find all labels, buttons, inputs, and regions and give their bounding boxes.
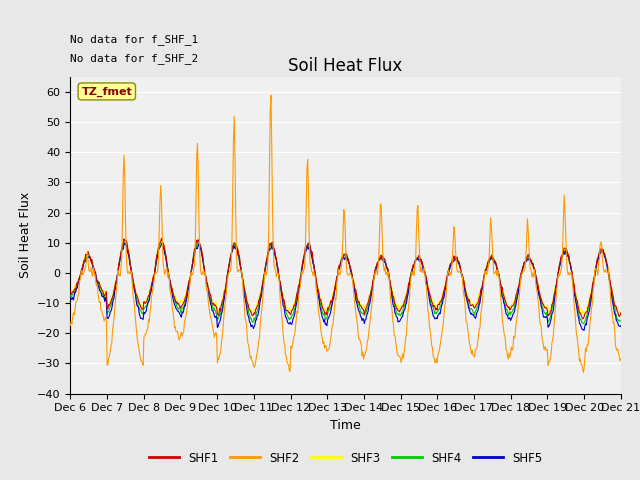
SHF2 — [189, 271, 196, 277]
SHF4 — [219, 301, 227, 307]
SHF3 — [413, 255, 421, 261]
Line: SHF3: SHF3 — [70, 238, 621, 314]
SHF4 — [429, 305, 437, 311]
SHF1 — [219, 297, 227, 303]
SHF4 — [67, 293, 74, 299]
SHF5 — [219, 306, 227, 312]
SHF5 — [429, 313, 437, 319]
SHF2 — [133, 334, 141, 339]
SHF3 — [77, 273, 84, 278]
SHF5 — [617, 323, 625, 329]
SHF1 — [190, 252, 198, 258]
SHF5 — [134, 303, 141, 309]
SHF4 — [77, 275, 84, 281]
Text: TZ_fmet: TZ_fmet — [81, 86, 132, 96]
SHF5 — [67, 294, 74, 300]
SHF3 — [67, 293, 74, 299]
SHF2 — [579, 370, 587, 375]
SHF5 — [77, 272, 84, 277]
Line: SHF5: SHF5 — [70, 243, 621, 330]
SHF1 — [429, 304, 437, 310]
SHF1 — [413, 255, 421, 261]
SHF1 — [579, 316, 586, 322]
SHF4 — [189, 260, 196, 265]
SHF1 — [617, 310, 625, 316]
SHF4 — [617, 318, 625, 324]
Y-axis label: Soil Heat Flux: Soil Heat Flux — [19, 192, 31, 278]
Title: Soil Heat Flux: Soil Heat Flux — [289, 57, 403, 75]
SHF4 — [133, 298, 141, 303]
SHF5 — [190, 253, 198, 259]
SHF5 — [121, 240, 129, 246]
SHF1 — [133, 293, 141, 299]
Legend: SHF1, SHF2, SHF3, SHF4, SHF5: SHF1, SHF2, SHF3, SHF4, SHF5 — [145, 447, 547, 469]
SHF4 — [194, 239, 202, 245]
Text: No data for f_SHF_1: No data for f_SHF_1 — [70, 34, 198, 45]
SHF3 — [617, 311, 625, 316]
SHF3 — [189, 258, 196, 264]
SHF5 — [580, 327, 588, 333]
SHF2 — [429, 354, 437, 360]
SHF4 — [579, 321, 587, 326]
SHF3 — [579, 311, 587, 317]
SHF2 — [413, 206, 421, 212]
SHF5 — [413, 257, 421, 263]
SHF2 — [267, 93, 275, 98]
SHF3 — [194, 235, 202, 240]
Line: SHF1: SHF1 — [70, 238, 621, 319]
SHF2 — [617, 356, 625, 362]
SHF1 — [77, 273, 84, 278]
SHF4 — [413, 256, 421, 262]
SHF1 — [67, 289, 74, 295]
SHF2 — [67, 323, 74, 328]
SHF3 — [133, 291, 141, 297]
SHF3 — [429, 297, 437, 303]
SHF1 — [157, 235, 165, 241]
SHF2 — [77, 277, 84, 283]
Line: SHF4: SHF4 — [70, 242, 621, 324]
X-axis label: Time: Time — [330, 419, 361, 432]
Text: No data for f_SHF_2: No data for f_SHF_2 — [70, 53, 198, 64]
SHF3 — [219, 293, 227, 299]
SHF2 — [218, 335, 226, 341]
Line: SHF2: SHF2 — [70, 96, 621, 372]
